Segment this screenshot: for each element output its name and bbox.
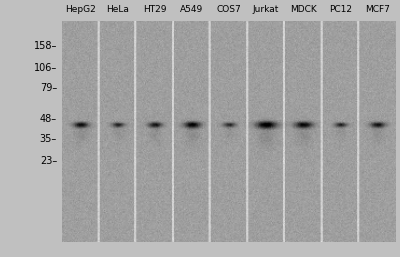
Text: 158–: 158– [34, 41, 57, 51]
Text: 48–: 48– [40, 114, 57, 124]
Text: HT29: HT29 [143, 5, 166, 14]
Text: HepG2: HepG2 [65, 5, 96, 14]
Text: Jurkat: Jurkat [253, 5, 279, 14]
Text: 35–: 35– [40, 134, 57, 144]
Text: MCF7: MCF7 [365, 5, 390, 14]
Text: COS7: COS7 [217, 5, 241, 14]
Text: 23–: 23– [40, 156, 57, 166]
Text: 106–: 106– [34, 63, 57, 73]
Text: PC12: PC12 [329, 5, 352, 14]
Text: 79–: 79– [40, 83, 57, 93]
Text: MDCK: MDCK [290, 5, 316, 14]
Text: HeLa: HeLa [106, 5, 129, 14]
Text: A549: A549 [180, 5, 204, 14]
